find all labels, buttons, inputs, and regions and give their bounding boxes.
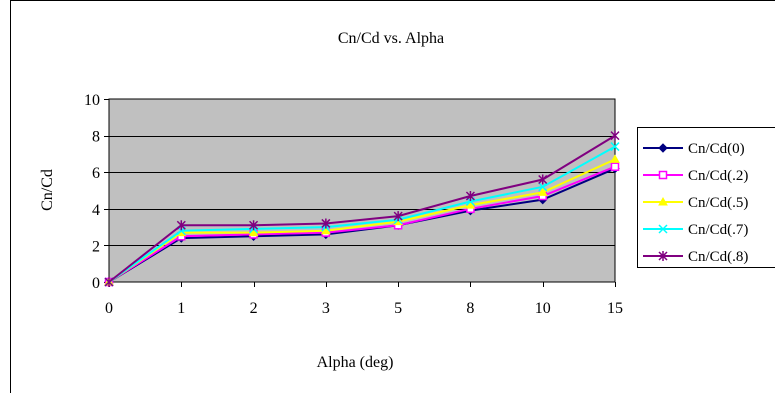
- y-axis-label: Cn/Cd: [39, 169, 56, 211]
- x-tick-label: 8: [466, 300, 474, 317]
- legend-label: Cn/Cd(.2): [688, 168, 748, 184]
- legend-marker: [660, 172, 667, 179]
- legend: Cn/Cd(0) Cn/Cd(.2) Cn/Cd(.5) Cn/Cd(.7) Cn/Cd…: [638, 128, 775, 268]
- legend-label: Cn/Cd(.5): [688, 195, 748, 211]
- legend-label: Cn/Cd(.7): [688, 222, 748, 238]
- x-tick-label: 5: [394, 300, 402, 317]
- x-tick-label: 0: [105, 300, 113, 317]
- x-tick-label: 1: [177, 300, 185, 317]
- x-tick-label: 3: [322, 300, 330, 317]
- x-tick-label: 15: [607, 300, 623, 317]
- chart-title: Cn/Cd vs. Alpha: [338, 30, 444, 47]
- data-point: [612, 163, 619, 170]
- x-tick-label: 2: [250, 300, 258, 317]
- x-axis-label: Alpha (deg): [317, 354, 394, 371]
- y-tick-label: 0: [92, 275, 100, 292]
- y-tick-label: 4: [92, 202, 100, 219]
- x-tick-label: 10: [535, 300, 551, 317]
- y-tick-label: 2: [92, 238, 100, 255]
- legend-label: Cn/Cd(0): [688, 141, 745, 157]
- legend-label: Cn/Cd(.8): [688, 249, 748, 265]
- y-tick-label: 10: [84, 92, 100, 109]
- y-tick-label: 6: [92, 165, 100, 182]
- y-tick-label: 8: [92, 129, 100, 146]
